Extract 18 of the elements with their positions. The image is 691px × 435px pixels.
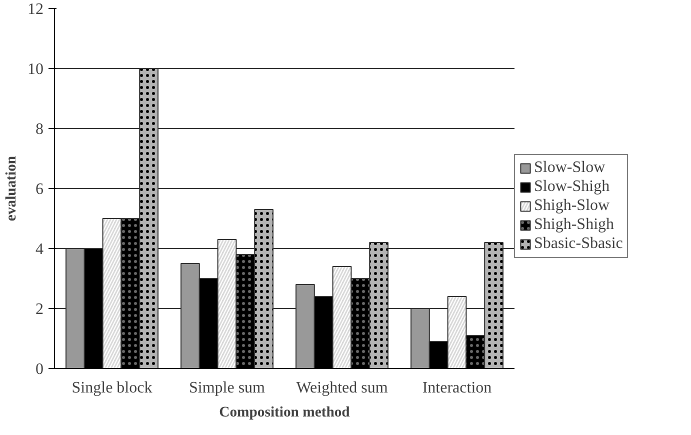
- y-axis-title: evaluation: [4, 156, 20, 222]
- legend-label: Slow-Slow: [534, 159, 606, 177]
- y-tick-label: 4: [36, 241, 44, 258]
- y-tick-label: 12: [28, 1, 44, 18]
- x-axis-title: Composition method: [219, 404, 350, 420]
- legend-label: Shigh-Shigh: [534, 216, 614, 234]
- y-tick-label: 10: [28, 61, 44, 78]
- x-tick-label: Single block: [72, 380, 152, 396]
- legend-label: Shigh-Slow: [534, 197, 610, 215]
- y-tick-label: 8: [36, 121, 44, 138]
- x-tick-label: Interaction: [422, 380, 492, 396]
- y-tick-label: 0: [36, 361, 44, 378]
- x-tick-label: Weighted sum: [296, 380, 388, 396]
- legend-label: Sbasic-Sbasic: [534, 235, 623, 253]
- x-tick-label: Simple sum: [188, 380, 266, 396]
- legend-label: Slow-Shigh: [534, 178, 610, 196]
- y-tick-label: 2: [36, 301, 44, 318]
- y-tick-label: 6: [36, 181, 44, 198]
